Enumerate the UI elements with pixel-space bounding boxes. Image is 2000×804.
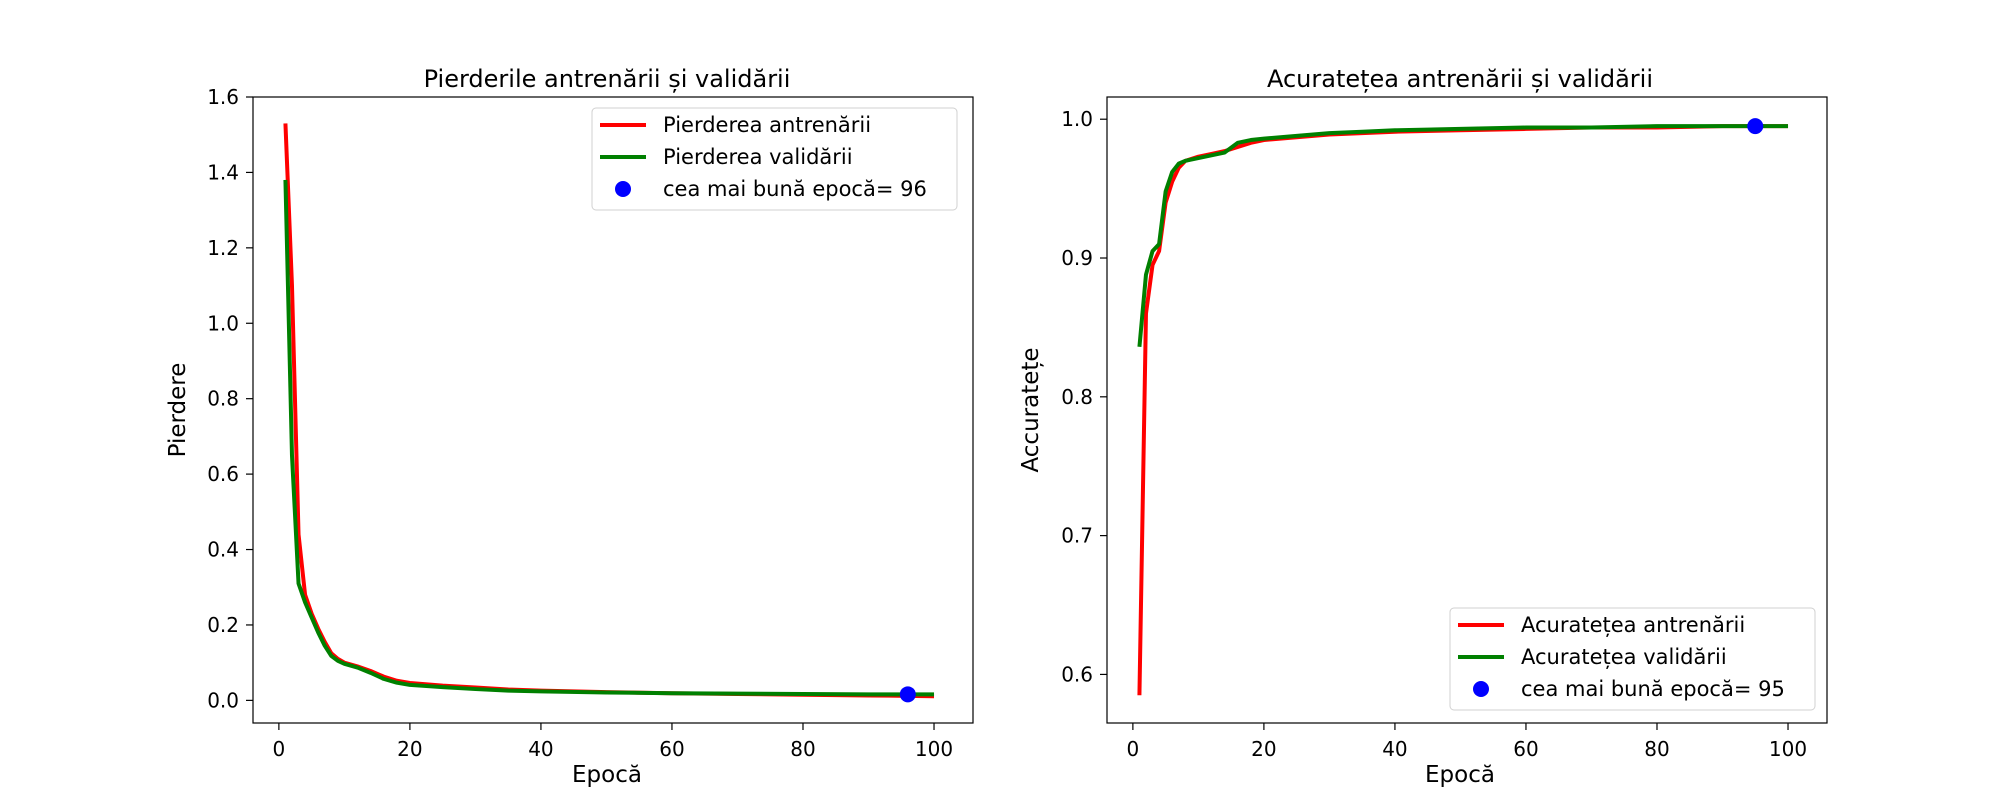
y-tick-label: 0.6 xyxy=(207,462,239,486)
y-tick-label: 0.7 xyxy=(1061,524,1093,548)
x-tick-label: 80 xyxy=(790,737,815,761)
x-tick-label: 40 xyxy=(528,737,553,761)
plot-frame xyxy=(252,96,974,724)
best-epoch-marker xyxy=(1747,118,1764,135)
y-tick-label: 1.0 xyxy=(1061,107,1093,131)
chart-title: Pierderile antrenării și validării xyxy=(424,65,791,93)
y-tick-label: 0.4 xyxy=(207,538,239,562)
x-tick-label: 80 xyxy=(1644,737,1669,761)
x-tick-label: 20 xyxy=(397,737,422,761)
chart-title: Acuratețea antrenării și validării xyxy=(1267,65,1653,93)
y-tick-label: 0.6 xyxy=(1061,662,1093,686)
legend-label: Pierderea antrenării xyxy=(663,113,871,137)
accuracy-chart: Acuratețea antrenării și validării Epocă… xyxy=(1018,65,1828,788)
y-tick-label: 1.4 xyxy=(207,160,239,184)
legend-label: Pierderea validării xyxy=(663,145,853,169)
legend-marker xyxy=(615,181,631,197)
y-tick-label: 0.0 xyxy=(207,688,239,712)
x-tick-label: 20 xyxy=(1251,737,1276,761)
legend-label: cea mai bună epocă= 96 xyxy=(663,177,927,201)
y-tick-label: 0.9 xyxy=(1061,246,1093,270)
y-tick-label: 1.0 xyxy=(207,311,239,335)
legend: Pierderea antrenării Pierderea validării c… xyxy=(591,107,958,211)
legend-marker xyxy=(1473,681,1489,697)
y-axis-label: Pierdere xyxy=(165,363,191,458)
y-tick-label: 0.2 xyxy=(207,613,239,637)
legend-label: Acuratețea antrenării xyxy=(1521,613,1745,637)
series-line-validation xyxy=(283,179,935,697)
x-tick-label: 0 xyxy=(273,737,286,761)
y-tick-label: 1.2 xyxy=(207,236,239,260)
x-tick-label: 100 xyxy=(1769,737,1807,761)
x-tick-label: 40 xyxy=(1382,737,1407,761)
legend: Acuratețea antrenării Acuratețea validări… xyxy=(1449,607,1816,711)
x-tick-label: 0 xyxy=(1127,737,1140,761)
y-tick-label: 0.8 xyxy=(1061,385,1093,409)
y-tick-label: 1.6 xyxy=(207,85,239,109)
y-tick-label: 0.8 xyxy=(207,387,239,411)
x-tick-label: 100 xyxy=(915,737,953,761)
x-tick-label: 60 xyxy=(659,737,684,761)
legend-box xyxy=(591,107,958,211)
legend-label: Acuratețea validării xyxy=(1521,645,1727,669)
y-axis-label: Accuratețe xyxy=(1018,347,1044,472)
legend-label: cea mai bună epocă= 95 xyxy=(1521,677,1785,701)
x-axis-label: Epocă xyxy=(572,762,642,788)
x-tick-label: 60 xyxy=(1513,737,1538,761)
plot-frame xyxy=(1106,96,1828,724)
best-epoch-marker xyxy=(899,686,916,703)
loss-chart: Pierderile antrenării și validării Epocă… xyxy=(165,65,974,788)
x-axis-label: Epocă xyxy=(1425,762,1495,788)
series-line-validation xyxy=(1137,124,1789,348)
legend-box xyxy=(1449,607,1816,711)
